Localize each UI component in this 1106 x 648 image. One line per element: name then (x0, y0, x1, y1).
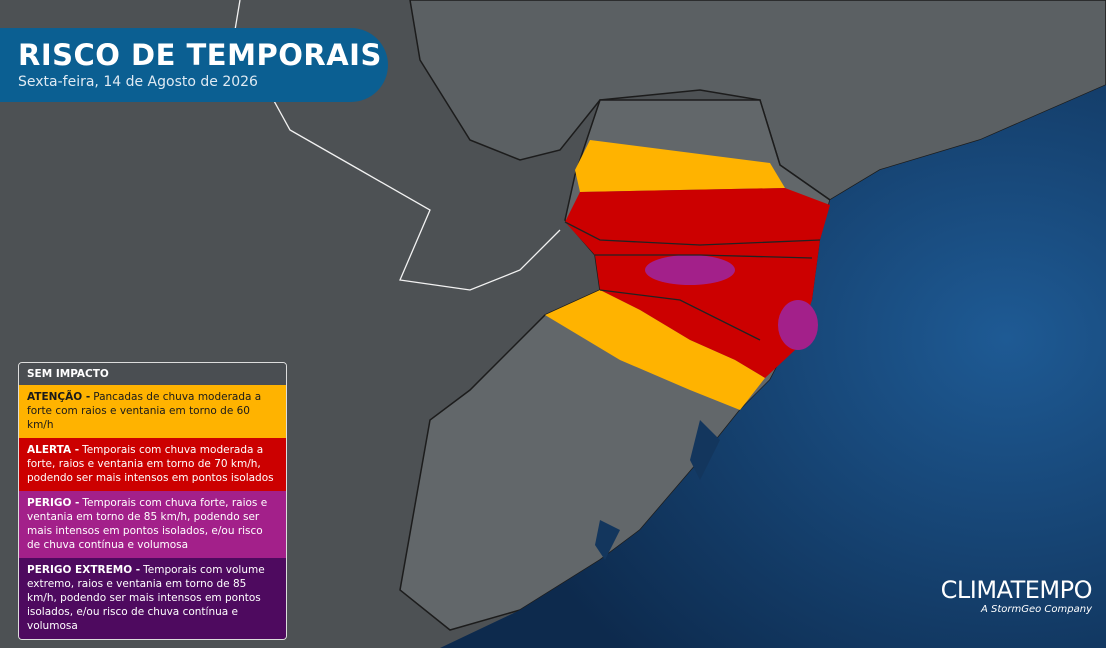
brand-tagline: A StormGeo Company (980, 604, 1092, 615)
legend-label: PERIGO EXTREMO - (27, 564, 141, 576)
subtitle: Sexta-feira, 14 de Agosto de 2026 (18, 74, 258, 90)
header: RISCO DE TEMPORAIS Sexta-feira, 14 de Ag… (0, 28, 388, 102)
legend-text: Pancadas de chuva moderada a forte com r… (27, 391, 262, 431)
legend-item: PERIGO EXTREMO - Temporais com volume ext… (19, 558, 286, 639)
legend-item: PERIGO - Temporais com chuva forte, raios… (19, 491, 286, 558)
risk-zone (778, 300, 818, 350)
risk-zone (645, 255, 735, 285)
risk-zone (545, 290, 765, 410)
legend-text: Temporais com volume extremo, raios e ve… (27, 564, 265, 632)
legend-label: ALERTA - (27, 444, 80, 456)
state-border (564, 221, 821, 341)
ocean (440, 85, 1106, 648)
legend-label: ATENÇÃO - (27, 391, 91, 403)
legend-text: Temporais com chuva moderada a forte, ra… (27, 444, 274, 484)
lagoon (595, 420, 720, 560)
risk-zone (575, 140, 785, 192)
brand: CLIMATEMPO A StormGeo Company (940, 576, 1093, 615)
legend: SEM IMPACTO ATENÇÃO - Pancadas de chuva m… (18, 362, 287, 640)
legend-title: SEM IMPACTO (19, 363, 286, 385)
legend-text: Temporais com chuva forte, raios e venta… (27, 497, 268, 551)
brand-name: CLIMATEMPO (940, 576, 1093, 604)
legend-item: ALERTA - Temporais com chuva moderada a f… (19, 438, 286, 491)
legend-label: PERIGO - (27, 497, 80, 509)
title: RISCO DE TEMPORAIS (18, 38, 382, 72)
legend-item: ATENÇÃO - Pancadas de chuva moderada a fo… (19, 385, 286, 438)
